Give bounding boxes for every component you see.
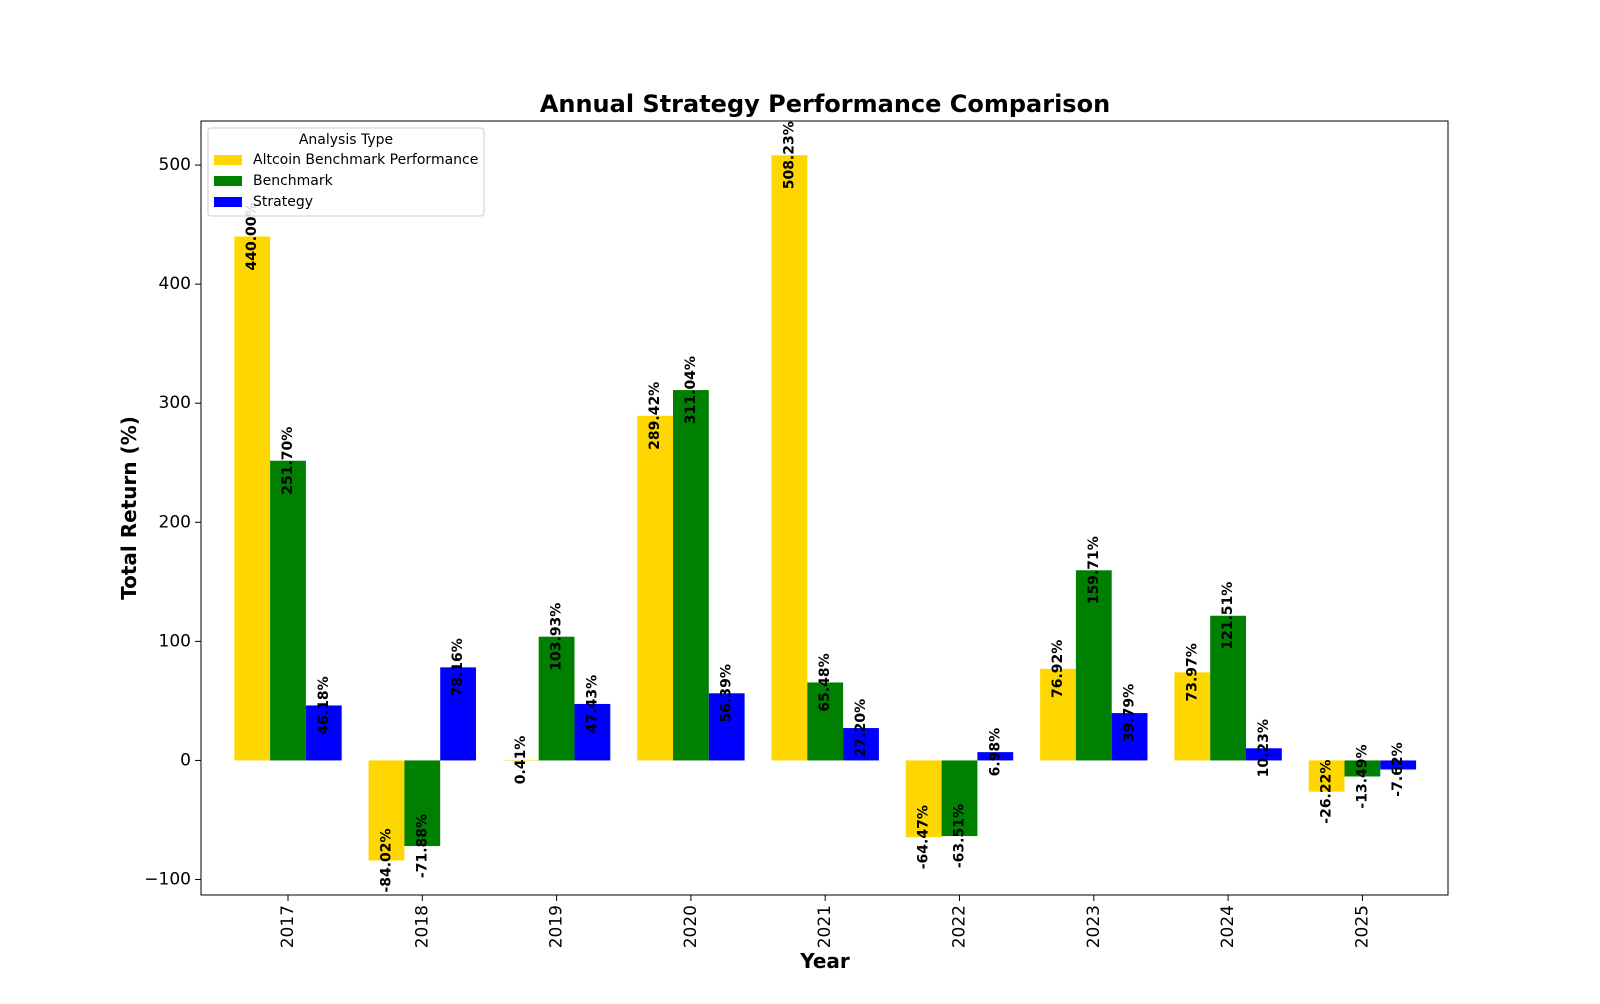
- data-label: 27.20%: [853, 699, 869, 757]
- data-label: 46.18%: [316, 676, 332, 734]
- legend-swatch: [214, 176, 242, 186]
- y-axis-ticks: −100 0 100 200 300 400 500: [144, 155, 201, 890]
- plot-area-frame: [200, 120, 1449, 896]
- data-label: 47.43%: [584, 675, 600, 733]
- x-tick-label: 2019: [547, 905, 567, 948]
- bar-altcoin-benchmark-performance-2020: [637, 415, 673, 761]
- legend-label: Altcoin Benchmark Performance: [253, 152, 478, 168]
- bar-strategy-2017: [305, 705, 342, 761]
- bar-strategy-2023: [1111, 713, 1148, 761]
- bar-benchmark-2021: [807, 682, 844, 761]
- x-tick-label: 2021: [815, 905, 835, 948]
- data-label: -7.62%: [1390, 742, 1406, 796]
- bar-strategy-2021: [843, 728, 879, 761]
- bar-benchmark-2022: [941, 760, 978, 837]
- bar-strategy-2020: [708, 693, 745, 761]
- data-label: 289.42%: [647, 382, 663, 450]
- bar-strategy-2018: [440, 667, 476, 761]
- y-tick-label: 500: [159, 155, 191, 175]
- data-label: 251.70%: [280, 427, 296, 495]
- bar-benchmark-2020: [673, 390, 709, 761]
- data-label: 311.04%: [683, 356, 699, 424]
- data-label: -63.51%: [952, 804, 968, 868]
- legend-items: Altcoin Benchmark Performance Benchmark St…: [214, 152, 478, 210]
- y-tick-label: 300: [159, 393, 191, 413]
- data-label: -71.88%: [414, 814, 430, 878]
- bar-altcoin-benchmark-performance-2024: [1174, 672, 1211, 761]
- x-axis-ticks: 2017 2018 2019 2020 2021 2022 2023 2024 2025: [278, 895, 1372, 948]
- data-label: 73.97%: [1184, 643, 1200, 701]
- bar-altcoin-benchmark-performance-2018: [368, 760, 405, 861]
- x-axis-label: Year: [799, 949, 850, 973]
- bar-altcoin-benchmark-performance-2021: [771, 155, 808, 761]
- data-labels-layer: 440.00% -84.02% 0.41% 289.42% 508.23% -64.47%…: [244, 121, 1406, 892]
- data-label: -26.22%: [1319, 760, 1335, 824]
- data-label: 508.23%: [781, 121, 797, 189]
- data-label: 10.23%: [1256, 719, 1272, 777]
- bar-benchmark-2019: [538, 636, 575, 761]
- x-tick-label: 2024: [1218, 905, 1238, 948]
- bar-altcoin-benchmark-performance-2017: [234, 236, 271, 761]
- bar-strategy-2019: [574, 703, 611, 761]
- legend-title: Analysis Type: [299, 132, 393, 148]
- bar-benchmark-2024: [1210, 615, 1246, 761]
- x-tick-label: 2020: [681, 905, 701, 948]
- chart-title: Annual Strategy Performance Comparison: [540, 90, 1110, 118]
- legend-box: [207, 127, 485, 217]
- data-label: 159.71%: [1086, 536, 1102, 604]
- data-label: 65.48%: [817, 653, 833, 711]
- bar-benchmark-2018: [404, 760, 441, 847]
- data-label: 121.51%: [1220, 582, 1236, 650]
- data-label: -64.47%: [916, 805, 932, 869]
- bar-altcoin-benchmark-performance-2023: [1040, 668, 1076, 761]
- data-label: 56.39%: [719, 664, 735, 722]
- data-label: 76.92%: [1050, 640, 1066, 698]
- y-tick-label: 200: [159, 512, 191, 532]
- bar-strategy-2024: [1246, 748, 1282, 761]
- x-tick-label: 2017: [278, 905, 298, 948]
- x-tick-label: 2025: [1352, 905, 1372, 948]
- y-tick-label: 0: [180, 750, 191, 770]
- bar-benchmark-2025: [1344, 760, 1381, 777]
- data-label: -13.49%: [1354, 744, 1370, 808]
- y-tick-label: 400: [159, 274, 191, 294]
- bar-strategy-2025: [1380, 760, 1417, 770]
- y-axis-label: Total Return (%): [117, 416, 141, 600]
- data-label: 0.41%: [513, 736, 529, 785]
- data-label: 78.16%: [450, 638, 466, 696]
- bar-strategy-2022: [977, 752, 1014, 761]
- x-tick-label: 2022: [950, 905, 970, 948]
- bars-layer: [234, 155, 1417, 861]
- y-tick-label: 100: [159, 631, 191, 651]
- bar-altcoin-benchmark-performance-2019: [502, 759, 539, 761]
- data-label: 440.00%: [244, 202, 260, 270]
- data-label: 6.98%: [987, 728, 1003, 777]
- legend-label: Benchmark: [253, 173, 334, 189]
- data-label: -84.02%: [379, 828, 395, 892]
- bar-altcoin-benchmark-performance-2025: [1308, 760, 1345, 792]
- legend-swatch: [214, 155, 242, 165]
- legend-swatch: [214, 197, 242, 207]
- x-tick-label: 2023: [1084, 905, 1104, 948]
- data-label: 39.79%: [1122, 684, 1138, 742]
- bar-benchmark-2017: [270, 460, 306, 761]
- bar-benchmark-2023: [1075, 570, 1112, 761]
- legend: Analysis Type Altcoin Benchmark Performa…: [207, 127, 485, 217]
- y-tick-label: −100: [144, 870, 191, 890]
- legend-label: Strategy: [253, 194, 313, 210]
- data-label: 103.93%: [549, 603, 565, 671]
- x-tick-label: 2018: [412, 905, 432, 948]
- bar-altcoin-benchmark-performance-2022: [905, 760, 942, 838]
